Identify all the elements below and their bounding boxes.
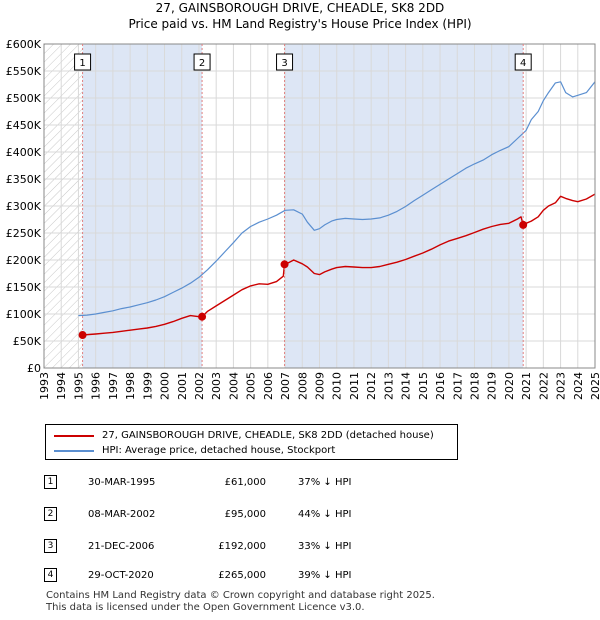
x-tick-label: 2024 bbox=[572, 372, 585, 400]
y-tick-label: £600K bbox=[6, 38, 42, 51]
sale-marker-box bbox=[74, 53, 92, 71]
sale-number-badge: 2 bbox=[44, 507, 57, 521]
x-tick-label: 2008 bbox=[296, 372, 309, 400]
sale-hpi-diff: 44% ↓ HPI bbox=[298, 509, 352, 520]
footer-attribution: Contains HM Land Registry data © Crown c… bbox=[46, 590, 435, 614]
y-tick-label: £400K bbox=[6, 146, 42, 159]
plot-border bbox=[43, 43, 596, 369]
legend-swatch-property bbox=[54, 435, 94, 437]
y-tick-label: £100K bbox=[6, 308, 42, 321]
sale-number-badge: 4 bbox=[44, 568, 57, 582]
sale-date: 21-DEC-2006 bbox=[88, 541, 155, 552]
x-tick-label: 1997 bbox=[107, 372, 120, 400]
sale-date: 29-OCT-2020 bbox=[88, 570, 154, 581]
x-tick-label: 2003 bbox=[210, 372, 223, 400]
x-tick-label: 2014 bbox=[400, 372, 413, 400]
x-tick-label: 2022 bbox=[537, 372, 550, 400]
y-tick-label: £150K bbox=[6, 281, 42, 294]
chart-legend: 27, GAINSBOROUGH DRIVE, CHEADLE, SK8 2DD… bbox=[45, 424, 458, 460]
x-tick-label: 2007 bbox=[279, 372, 292, 400]
sale-number-badge: 3 bbox=[44, 539, 57, 553]
chart-title-line1: 27, GAINSBOROUGH DRIVE, CHEADLE, SK8 2DD bbox=[155, 1, 445, 15]
sale-row-2: 2 08-MAR-2002 £95,000 44% ↓ HPI bbox=[44, 507, 464, 522]
x-tick-label: 2000 bbox=[159, 372, 172, 400]
legend-item-property: 27, GAINSBOROUGH DRIVE, CHEADLE, SK8 2DD… bbox=[54, 429, 434, 443]
y-tick-label: £250K bbox=[6, 227, 42, 240]
sale-marker-box bbox=[276, 53, 294, 71]
y-tick-label: £50K bbox=[13, 335, 42, 348]
x-tick-label: 2011 bbox=[348, 372, 361, 400]
y-tick-label: £200K bbox=[6, 254, 42, 267]
hpi-line bbox=[78, 81, 595, 317]
sale-row-1: 1 30-MAR-1995 £61,000 37% ↓ HPI bbox=[44, 475, 464, 490]
x-tick-label: 2013 bbox=[382, 372, 395, 400]
x-tick-label: 2021 bbox=[520, 372, 533, 400]
y-tick-label: £350K bbox=[6, 173, 42, 186]
sale-date: 30-MAR-1995 bbox=[88, 477, 156, 488]
x-tick-label: 2015 bbox=[417, 372, 430, 400]
sale-point bbox=[198, 312, 207, 321]
chart-subtitle: Price paid vs. HM Land Registry's House … bbox=[128, 17, 472, 31]
price-chart: £0 £50K £100K £150K £200K £250K £300K £350K £400… bbox=[6, 38, 600, 400]
sale-price: £192,000 bbox=[218, 541, 266, 552]
y-tick-label: £550K bbox=[6, 65, 42, 78]
x-tick-label: 1993 bbox=[38, 372, 51, 400]
footer-licence: This data is licensed under the Open Gov… bbox=[46, 602, 365, 613]
x-tick-label: 2010 bbox=[331, 372, 344, 400]
x-tick-label: 1994 bbox=[55, 372, 68, 400]
x-tick-label: 2009 bbox=[314, 372, 327, 400]
x-tick-label: 2005 bbox=[245, 372, 258, 400]
y-tick-label: £450K bbox=[6, 119, 42, 132]
y-tick-label: £300K bbox=[6, 200, 42, 213]
x-tick-label: 2023 bbox=[555, 372, 568, 400]
sale-price: £265,000 bbox=[218, 570, 266, 581]
x-tick-label: 2012 bbox=[365, 372, 378, 400]
x-tick-label: 2006 bbox=[262, 372, 275, 400]
x-tick-label: 1996 bbox=[90, 372, 103, 400]
sale-date: 08-MAR-2002 bbox=[88, 509, 156, 520]
sale-marker-box bbox=[193, 53, 211, 71]
sale-marker-label: 4 bbox=[520, 58, 526, 69]
x-tick-label: 2020 bbox=[503, 372, 516, 400]
x-tick-label: 1998 bbox=[124, 372, 137, 400]
sale-point bbox=[78, 331, 87, 340]
sale-marker-label: 1 bbox=[79, 58, 85, 69]
x-tick-label: 2002 bbox=[193, 372, 206, 400]
x-tick-label: 2001 bbox=[176, 372, 189, 400]
sale-row-3: 3 21-DEC-2006 £192,000 33% ↓ HPI bbox=[44, 539, 464, 554]
sale-point bbox=[519, 220, 528, 229]
sale-hpi-diff: 39% ↓ HPI bbox=[298, 570, 352, 581]
sale-point bbox=[280, 260, 289, 269]
x-tick-label: 1995 bbox=[72, 372, 85, 400]
x-tick-label: 2016 bbox=[434, 372, 447, 400]
x-tick-label: 2019 bbox=[486, 372, 499, 400]
sale-number-badge: 1 bbox=[44, 475, 57, 489]
y-tick-label: £500K bbox=[6, 92, 42, 105]
legend-item-hpi: HPI: Average price, detached house, Stoc… bbox=[54, 444, 335, 458]
sale-marker-label: 3 bbox=[281, 58, 287, 69]
x-tick-label: 2004 bbox=[227, 372, 240, 400]
sale-hpi-diff: 37% ↓ HPI bbox=[298, 477, 352, 488]
sale-marker-box bbox=[514, 53, 532, 71]
sale-marker-label: 2 bbox=[199, 58, 205, 69]
legend-swatch-hpi bbox=[54, 450, 94, 452]
x-tick-label: 2025 bbox=[589, 372, 600, 400]
sale-price: £61,000 bbox=[224, 477, 266, 488]
x-tick-label: 1999 bbox=[141, 372, 154, 400]
sale-price: £95,000 bbox=[224, 509, 266, 520]
sale-hpi-diff: 33% ↓ HPI bbox=[298, 541, 352, 552]
footer-copyright: Contains HM Land Registry data © Crown c… bbox=[46, 590, 435, 601]
chart-title: 27, GAINSBOROUGH DRIVE, CHEADLE, SK8 2DD… bbox=[0, 0, 600, 32]
x-tick-label: 2017 bbox=[451, 372, 464, 400]
legend-label-hpi: HPI: Average price, detached house, Stoc… bbox=[102, 445, 336, 456]
sale-row-4: 4 29-OCT-2020 £265,000 39% ↓ HPI bbox=[44, 568, 464, 583]
x-tick-label: 2018 bbox=[468, 372, 481, 400]
y-tick-label: £0 bbox=[27, 362, 41, 375]
legend-label-property: 27, GAINSBOROUGH DRIVE, CHEADLE, SK8 2DD… bbox=[102, 430, 434, 441]
